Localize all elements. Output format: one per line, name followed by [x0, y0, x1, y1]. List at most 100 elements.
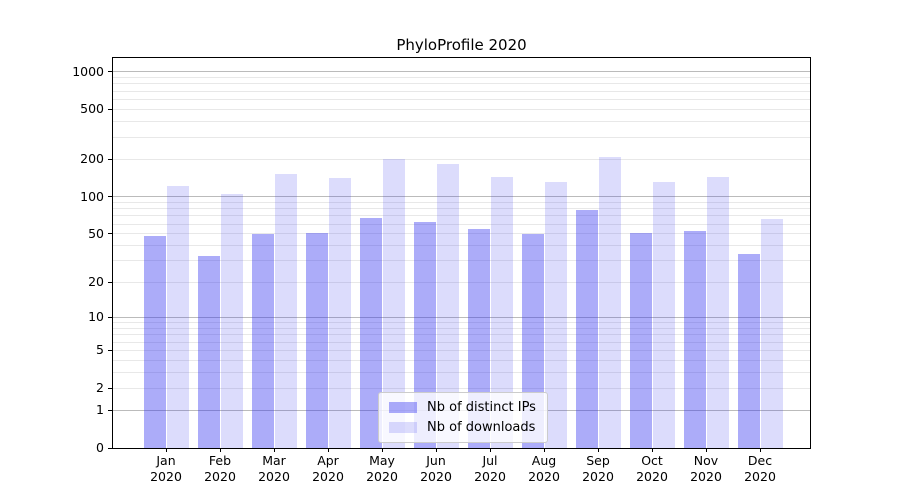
legend-swatch-downloads: [389, 422, 417, 433]
gridline-minor: [113, 83, 810, 85]
gridline-minor: [113, 99, 810, 101]
gridline-minor: [113, 201, 810, 203]
x-tick-label: Nov 2020: [690, 453, 722, 484]
bar-distinct-ips: [683, 230, 706, 448]
gridline-minor: [113, 327, 810, 329]
y-tick-mark: [108, 196, 112, 198]
y-tick-mark: [108, 71, 112, 73]
gridline-minor: [113, 215, 810, 217]
gridline-minor: [113, 208, 810, 210]
gridline-minor: [113, 223, 810, 225]
grid-layer: [113, 58, 810, 448]
x-tick-label: Jan 2020: [150, 453, 182, 484]
x-tick-mark: [490, 448, 491, 452]
bar-downloads: [490, 176, 513, 448]
gridline-minor: [113, 372, 810, 373]
y-tick-label: 20: [88, 274, 104, 290]
bar-downloads: [652, 182, 675, 448]
gridline-minor: [113, 136, 810, 138]
gridline-minor: [113, 341, 810, 343]
bar-downloads: [544, 182, 567, 448]
chart-title: PhyloProfile 2020: [396, 36, 527, 54]
x-tick-mark: [220, 448, 221, 452]
y-tick-label: 0: [96, 440, 104, 455]
gridline-minor: [113, 260, 810, 262]
gridline-minor: [113, 90, 810, 92]
legend-swatch-distinct-ips: [389, 402, 417, 413]
plot-area: Nb of distinct IPs Nb of downloads: [112, 57, 811, 449]
gridline-major: [113, 71, 810, 73]
x-tick-mark: [274, 448, 275, 452]
gridline-minor: [113, 121, 810, 123]
gridline-minor: [113, 233, 810, 235]
y-tick-label: 1: [96, 402, 104, 418]
legend-item-downloads: Nb of downloads: [389, 420, 536, 435]
x-tick-label: Apr 2020: [312, 453, 344, 484]
y-tick-label: 1000: [72, 63, 104, 79]
y-tick-label: 5: [96, 342, 104, 358]
x-tick-label: Feb 2020: [204, 453, 236, 484]
gridline-minor: [113, 387, 810, 389]
gridline-minor: [113, 281, 810, 283]
x-tick-label: Mar 2020: [258, 453, 290, 484]
x-tick-mark: [706, 448, 707, 452]
gridline-minor: [113, 359, 810, 361]
bar-downloads: [706, 176, 729, 448]
y-tick-label: 50: [88, 225, 104, 241]
bar-distinct-ips: [413, 221, 436, 448]
x-tick-label: Sep 2020: [582, 453, 614, 484]
gridline-minor: [113, 158, 810, 160]
bar-downloads: [220, 193, 243, 448]
x-tick-mark: [598, 448, 599, 452]
x-tick-mark: [166, 448, 167, 452]
bar-downloads: [436, 163, 459, 448]
y-tick-mark: [108, 281, 112, 283]
y-tick-mark: [108, 409, 112, 411]
x-tick-mark: [436, 448, 437, 452]
legend: Nb of distinct IPs Nb of downloads: [378, 392, 548, 443]
bar-downloads: [328, 178, 351, 448]
y-tick-label: 2: [96, 380, 104, 396]
bars-layer: [113, 58, 810, 448]
y-tick-mark: [108, 349, 112, 351]
legend-label-distinct-ips: Nb of distinct IPs: [427, 400, 536, 415]
x-tick-label: Jun 2020: [420, 453, 452, 484]
bar-downloads: [760, 219, 783, 448]
x-tick-label: Dec 2020: [744, 453, 776, 484]
bar-downloads: [382, 159, 405, 448]
bar-downloads: [274, 174, 297, 448]
bar-distinct-ips: [143, 236, 166, 448]
x-tick-mark: [328, 448, 329, 452]
gridline-minor: [113, 349, 810, 351]
y-tick-label: 500: [80, 101, 104, 117]
gridline-minor: [113, 108, 810, 110]
bar-distinct-ips: [575, 210, 598, 448]
y-tick-mark: [108, 387, 112, 389]
x-tick-mark: [760, 448, 761, 452]
x-tick-label: May 2020: [366, 453, 398, 484]
x-tick-label: Aug 2020: [528, 453, 560, 484]
gridline-major: [113, 316, 810, 318]
bar-distinct-ips: [305, 232, 328, 448]
bar-distinct-ips: [251, 233, 274, 448]
y-tick-mark: [108, 447, 112, 449]
gridline-minor: [113, 322, 810, 324]
gridline-minor: [113, 76, 810, 78]
y-tick-label: 10: [88, 309, 104, 325]
y-tick-mark: [108, 233, 112, 235]
y-tick-mark: [108, 316, 112, 318]
x-tick-mark: [382, 448, 383, 452]
bar-downloads: [166, 185, 189, 448]
x-tick-mark: [544, 448, 545, 452]
bar-distinct-ips: [359, 218, 382, 448]
bar-downloads: [598, 156, 621, 448]
x-tick-label: Jul 2020: [474, 453, 506, 484]
y-tick-label: 200: [80, 151, 104, 167]
bar-distinct-ips: [737, 254, 760, 448]
legend-item-distinct-ips: Nb of distinct IPs: [389, 400, 536, 415]
y-tick-label: 100: [80, 188, 104, 204]
bar-distinct-ips: [197, 255, 220, 448]
gridline-minor: [113, 245, 810, 247]
gridline-minor: [113, 334, 810, 336]
